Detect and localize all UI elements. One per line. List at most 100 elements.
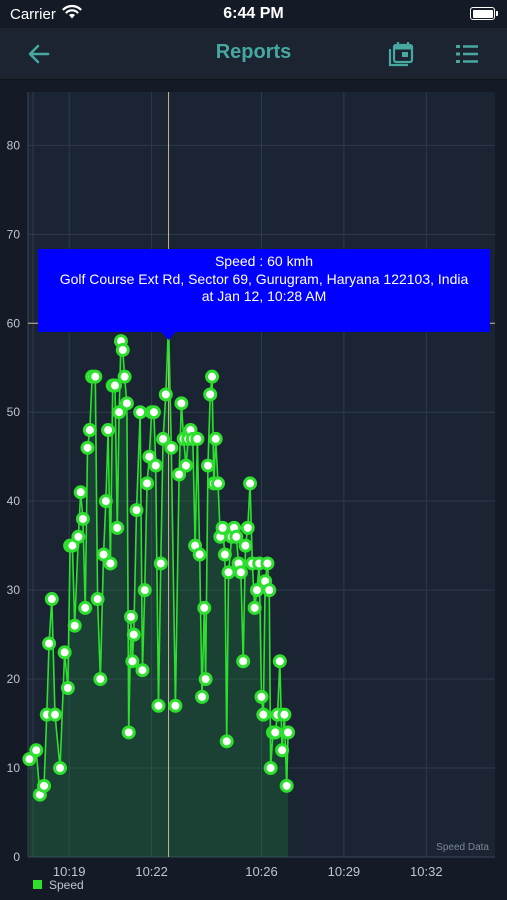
data-point[interactable] <box>208 431 223 446</box>
data-point[interactable] <box>217 547 232 562</box>
calendar-icon <box>388 42 414 67</box>
back-button[interactable] <box>22 37 56 71</box>
data-point[interactable] <box>73 485 88 500</box>
data-point[interactable] <box>121 725 136 740</box>
list-button[interactable] <box>450 37 484 71</box>
data-point[interactable] <box>205 369 220 384</box>
data-point[interactable] <box>60 680 75 695</box>
data-point[interactable] <box>268 725 283 740</box>
data-point[interactable] <box>78 600 93 615</box>
data-point[interactable] <box>263 761 278 776</box>
data-point[interactable] <box>240 520 255 535</box>
data-point[interactable] <box>260 556 275 571</box>
data-point[interactable] <box>200 458 215 473</box>
data-point[interactable] <box>107 378 122 393</box>
clock: 6:44 PM <box>223 5 284 22</box>
data-point[interactable] <box>215 520 230 535</box>
data-point[interactable] <box>197 600 212 615</box>
data-point[interactable] <box>93 672 108 687</box>
tooltip-pointer <box>161 332 176 340</box>
data-point[interactable] <box>233 565 248 580</box>
data-point[interactable] <box>125 654 140 669</box>
data-point[interactable] <box>190 431 205 446</box>
data-point[interactable] <box>254 689 269 704</box>
x-tick-label: 10:26 <box>245 864 278 879</box>
data-point[interactable] <box>110 520 125 535</box>
data-point[interactable] <box>194 689 209 704</box>
data-point[interactable] <box>71 529 86 544</box>
data-point[interactable] <box>126 627 141 642</box>
data-point[interactable] <box>22 752 37 767</box>
data-point[interactable] <box>156 431 171 446</box>
data-point[interactable] <box>57 645 72 660</box>
data-point[interactable] <box>221 565 236 580</box>
list-icon <box>456 45 478 63</box>
data-point[interactable] <box>281 725 296 740</box>
data-point[interactable] <box>112 405 127 420</box>
data-point[interactable] <box>67 618 82 633</box>
data-point[interactable] <box>135 663 150 678</box>
data-point[interactable] <box>178 458 193 473</box>
calendar-button[interactable] <box>384 37 418 71</box>
data-point[interactable] <box>142 449 157 464</box>
data-point[interactable] <box>44 592 59 607</box>
data-point[interactable] <box>158 387 173 402</box>
data-point[interactable] <box>88 369 103 384</box>
data-point[interactable] <box>42 636 57 651</box>
data-point[interactable] <box>53 761 68 776</box>
data-point[interactable] <box>98 494 113 509</box>
data-point[interactable] <box>151 698 166 713</box>
data-point[interactable] <box>129 503 144 518</box>
data-point[interactable] <box>153 556 168 571</box>
data-point[interactable] <box>48 707 63 722</box>
data-point[interactable] <box>262 583 277 598</box>
data-point[interactable] <box>211 476 226 491</box>
data-point[interactable] <box>148 458 163 473</box>
series-area <box>29 323 289 857</box>
data-point[interactable] <box>37 778 52 793</box>
data-point[interactable] <box>243 476 258 491</box>
data-point[interactable] <box>192 547 207 562</box>
data-point[interactable] <box>279 778 294 793</box>
x-tick-label: 10:19 <box>53 864 86 879</box>
data-point[interactable] <box>172 467 187 482</box>
data-point[interactable] <box>124 609 139 624</box>
data-point[interactable] <box>119 396 134 411</box>
data-point[interactable] <box>90 592 105 607</box>
y-tick-label: 80 <box>7 138 21 152</box>
data-point[interactable] <box>219 734 234 749</box>
data-point[interactable] <box>164 440 179 455</box>
x-tick-label: 10:29 <box>328 864 361 879</box>
data-point[interactable] <box>146 405 161 420</box>
data-point[interactable] <box>203 387 218 402</box>
data-point[interactable] <box>247 600 262 615</box>
data-point[interactable] <box>103 556 118 571</box>
data-point[interactable] <box>174 396 189 411</box>
data-point[interactable] <box>168 698 183 713</box>
speed-chart[interactable]: 0 10 20 30 40 50 60 70 80 10:19 10:22 10:26 10:29 10:… <box>0 80 507 900</box>
tooltip-address: Golf Course Ext Rd, Sector 69, Gurugram,… <box>60 271 469 287</box>
data-point[interactable] <box>198 672 213 687</box>
data-point[interactable] <box>75 511 90 526</box>
data-point[interactable] <box>256 707 271 722</box>
data-point[interactable] <box>96 547 111 562</box>
data-point[interactable] <box>277 707 292 722</box>
data-point[interactable] <box>229 529 244 544</box>
data-point[interactable] <box>82 423 97 438</box>
data-point[interactable] <box>275 743 290 758</box>
data-point[interactable] <box>236 654 251 669</box>
data-point[interactable] <box>133 405 148 420</box>
x-tick-label: 10:22 <box>135 864 168 879</box>
data-point[interactable] <box>137 583 152 598</box>
data-point[interactable] <box>115 342 130 357</box>
data-point[interactable] <box>272 654 287 669</box>
data-point[interactable] <box>101 423 116 438</box>
battery-icon <box>470 7 495 20</box>
data-point[interactable] <box>80 440 95 455</box>
y-tick-label: 60 <box>7 316 21 330</box>
data-point[interactable] <box>117 369 132 384</box>
x-tick-label: 10:32 <box>410 864 443 879</box>
data-point[interactable] <box>140 476 155 491</box>
data-point[interactable] <box>238 538 253 553</box>
data-point[interactable] <box>29 743 44 758</box>
